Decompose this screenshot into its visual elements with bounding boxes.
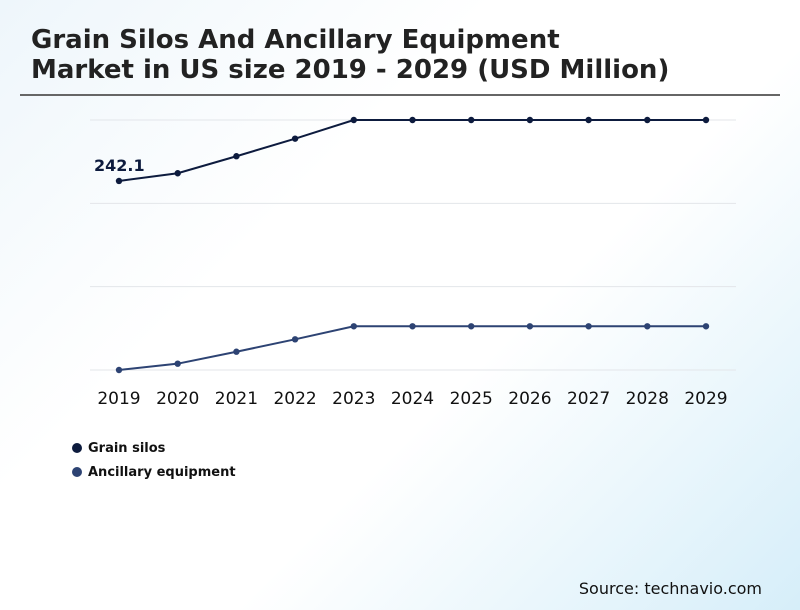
data-point: [468, 323, 475, 330]
legend-marker: [72, 467, 82, 477]
x-tick-label: 2028: [626, 389, 669, 409]
legend-label: Ancillary equipment: [88, 464, 236, 480]
data-point: [174, 170, 181, 177]
chart-title: Grain Silos And Ancillary Equipment Mark…: [31, 25, 670, 85]
data-point: [174, 360, 181, 367]
data-point: [350, 116, 357, 124]
legend-label: Grain silos: [88, 440, 166, 456]
x-tick-label: 2026: [508, 389, 551, 409]
x-tick-label: 2023: [332, 389, 375, 409]
legend-marker: [72, 443, 82, 453]
x-tick-label: 2021: [215, 389, 258, 409]
source-note: Source: technavio.com: [578, 579, 762, 598]
data-point: [350, 323, 357, 330]
data-point: [233, 153, 240, 160]
data-point: [585, 323, 592, 330]
x-tick-label: 2024: [391, 389, 434, 409]
data-point: [409, 323, 416, 330]
data-point: [115, 366, 123, 374]
x-tick-label: 2025: [450, 389, 493, 409]
data-point: [115, 177, 123, 185]
data-point: [526, 323, 534, 330]
data-point: [644, 116, 651, 124]
data-point: [585, 116, 592, 124]
data-point: [409, 116, 416, 124]
data-point: [644, 323, 651, 330]
data-label: 242.1: [94, 156, 145, 175]
x-tick-label: 2020: [156, 389, 199, 409]
legend-item-grain-silos[interactable]: Grain silos: [72, 436, 236, 460]
x-tick-label: 2022: [273, 389, 316, 409]
series-line-1: [118, 325, 706, 371]
data-point: [291, 336, 299, 343]
data-point: [291, 135, 299, 142]
data-point: [702, 116, 710, 124]
series-line-0: [118, 119, 706, 182]
data-point: [526, 116, 534, 124]
title-divider: [20, 94, 780, 96]
data-point: [702, 323, 710, 330]
legend-item-ancillary-equipment[interactable]: Ancillary equipment: [72, 460, 236, 484]
legend: Grain silos Ancillary equipment: [72, 436, 236, 484]
x-tick-label: 2029: [684, 389, 727, 409]
x-tick-label: 2019: [97, 389, 140, 409]
x-tick-label: 2027: [567, 389, 610, 409]
data-point: [233, 348, 240, 355]
data-point: [468, 116, 475, 124]
